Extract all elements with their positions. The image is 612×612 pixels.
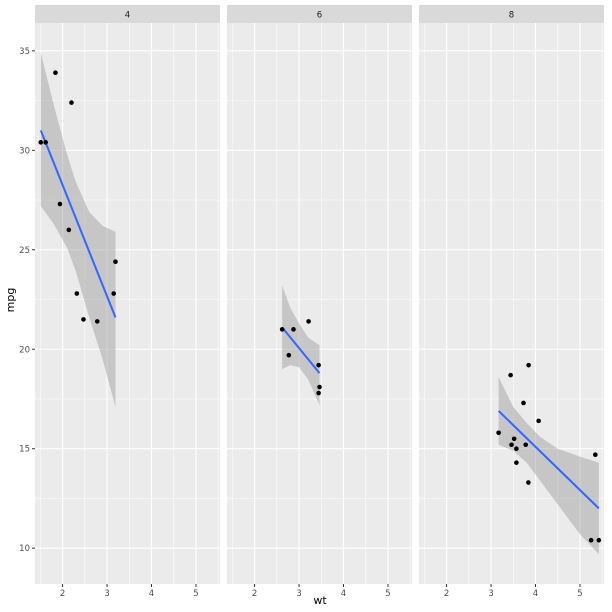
data-point (526, 480, 531, 485)
regression-line (497, 410, 600, 510)
data-point (536, 418, 541, 424)
confidence-band (40, 52, 116, 407)
confidence-band (282, 285, 320, 405)
x-tick-label: 3 (296, 589, 301, 599)
data-point (53, 70, 58, 76)
y-tick-label: 35 (19, 47, 30, 57)
data-point (316, 362, 321, 368)
panel-background (35, 23, 220, 584)
data-point (496, 430, 501, 436)
data-point (514, 460, 519, 465)
x-tick-label: 2 (60, 589, 65, 599)
data-point (286, 352, 292, 358)
facet-strip (419, 5, 604, 23)
x-tick-label: 4 (533, 589, 538, 599)
data-point (316, 390, 321, 396)
data-point (113, 259, 118, 265)
data-point (279, 327, 285, 332)
facet-strip (35, 5, 220, 23)
data-point (38, 140, 44, 145)
x-tick-label: 5 (577, 589, 582, 599)
facet-panel-6: 6 2 3 4 5 (227, 5, 412, 599)
facet-strip-label: 4 (125, 11, 130, 21)
y-tick-label: 10 (19, 544, 30, 554)
y-tick-label: 30 (19, 146, 30, 156)
panel-background (227, 23, 412, 584)
x-tick-label: 5 (385, 589, 390, 599)
data-point (291, 327, 296, 332)
confidence-band (498, 377, 599, 555)
regression-line (281, 326, 321, 374)
facet-strip-label: 6 (317, 11, 322, 21)
data-point (66, 227, 72, 233)
x-tick-label: 2 (252, 589, 257, 599)
y-tick-label: 25 (19, 246, 30, 256)
data-point (69, 100, 74, 105)
chart-panels: 4 2 3 4 5 6 2 3 4 5 8 2 3 4 5 (35, 5, 604, 599)
x-tick-label: 4 (341, 589, 346, 599)
data-point (306, 319, 311, 324)
data-point (57, 201, 63, 207)
data-point (511, 436, 517, 442)
data-point (588, 537, 594, 543)
data-point (81, 317, 86, 322)
data-point (74, 291, 80, 296)
data-point (596, 537, 602, 543)
y-tick-label: 15 (19, 445, 30, 455)
x-axis-title: wt (313, 594, 327, 607)
x-tick-label: 3 (104, 589, 109, 599)
facet-panel-4: 4 2 3 4 5 (35, 5, 220, 599)
y-tick-label: 20 (19, 345, 30, 355)
data-point (111, 291, 117, 296)
data-point (508, 372, 513, 378)
x-tick-label: 2 (444, 589, 449, 599)
x-tick-label: 4 (149, 589, 154, 599)
y-axis: 10 15 20 25 30 35 (19, 47, 35, 554)
data-point (526, 362, 531, 368)
facet-strip (227, 5, 412, 23)
data-point (593, 452, 598, 457)
panel-background (419, 23, 604, 584)
x-tick-label: 3 (488, 589, 493, 599)
facet-strip-label: 8 (509, 11, 514, 21)
data-point (317, 384, 322, 390)
data-point (514, 446, 519, 452)
data-point (523, 442, 529, 448)
data-point (94, 319, 100, 324)
regression-line (39, 130, 117, 318)
data-point (521, 400, 526, 406)
data-point (43, 140, 48, 145)
data-point (509, 442, 514, 448)
x-tick-label: 5 (193, 589, 198, 599)
facet-panel-8: 8 2 3 4 5 (419, 5, 604, 599)
y-axis-title: mpg (4, 288, 17, 313)
